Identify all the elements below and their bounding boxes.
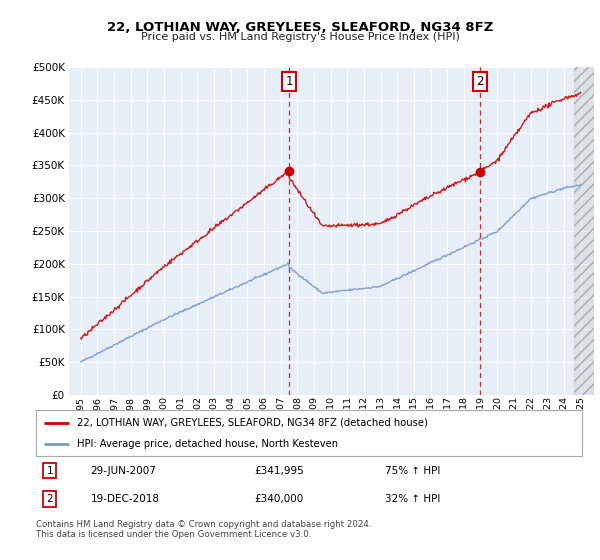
Text: 29-JUN-2007: 29-JUN-2007 — [91, 465, 157, 475]
Text: £341,995: £341,995 — [254, 465, 304, 475]
Text: 2: 2 — [46, 494, 53, 505]
Text: 22, LOTHIAN WAY, GREYLEES, SLEAFORD, NG34 8FZ: 22, LOTHIAN WAY, GREYLEES, SLEAFORD, NG3… — [107, 21, 493, 34]
Text: 1: 1 — [46, 465, 53, 475]
Text: HPI: Average price, detached house, North Kesteven: HPI: Average price, detached house, Nort… — [77, 439, 338, 449]
Text: 19-DEC-2018: 19-DEC-2018 — [91, 494, 160, 505]
Text: Price paid vs. HM Land Registry's House Price Index (HPI): Price paid vs. HM Land Registry's House … — [140, 32, 460, 43]
Text: Contains HM Land Registry data © Crown copyright and database right 2024.
This d: Contains HM Land Registry data © Crown c… — [36, 520, 371, 539]
Text: 75% ↑ HPI: 75% ↑ HPI — [385, 465, 441, 475]
Text: 32% ↑ HPI: 32% ↑ HPI — [385, 494, 441, 505]
Text: 2: 2 — [476, 75, 484, 88]
Bar — [574, 67, 594, 395]
Text: £340,000: £340,000 — [254, 494, 304, 505]
Text: 22, LOTHIAN WAY, GREYLEES, SLEAFORD, NG34 8FZ (detached house): 22, LOTHIAN WAY, GREYLEES, SLEAFORD, NG3… — [77, 418, 428, 428]
Text: 1: 1 — [285, 75, 293, 88]
Bar — [574, 67, 594, 395]
